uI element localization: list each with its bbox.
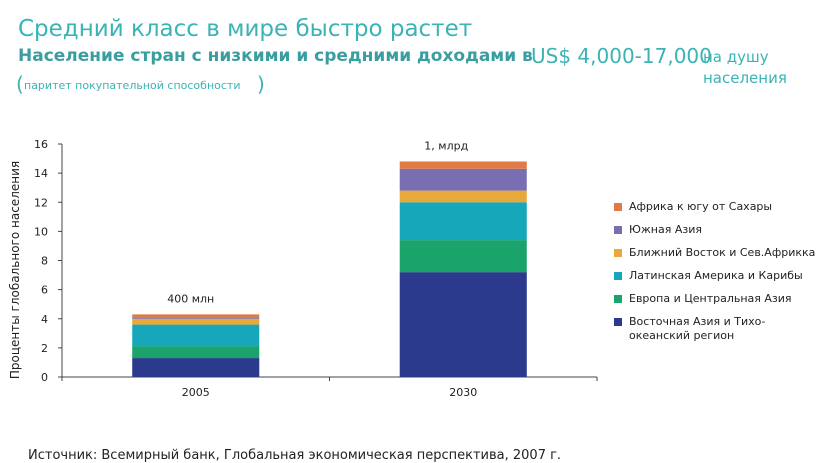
bar-segment [132,346,260,359]
legend: Африка к югу от Сахары Южная Азия Ближний … [614,200,818,352]
legend-item: Европа и Центральная Азия [614,292,818,306]
legend-swatch [614,249,622,257]
legend-swatch [614,318,622,326]
y-tick-label: 10 [34,225,48,238]
y-tick-label: 16 [34,138,48,151]
bar-annotation: 400 млн [167,292,214,305]
legend-swatch [614,295,622,303]
bar-segment [399,190,527,203]
bar-segment [399,161,527,169]
subtitle-per-capita: на душу населения [703,48,787,87]
bar-segment [132,314,260,318]
legend-swatch [614,272,622,280]
paren-open: ( [16,72,24,96]
paren-close: ) [257,72,265,96]
y-tick-label: 2 [41,342,48,355]
x-axis: 2005 2030 [61,376,598,399]
bar-segment [132,317,260,319]
legend-label: Восточная Азия и Тихо-океанский регион [629,315,766,342]
legend-label: Южная Азия [629,223,702,236]
legend-item: Африка к югу от Сахары [614,200,818,214]
y-axis-label: Проценты глобального населения [8,161,22,379]
bar-segment [132,318,260,325]
y-tick-label: 14 [34,167,48,180]
x-tick-label: 2005 [182,386,210,399]
bar-segment [399,168,527,191]
chart-title: Средний класс в мире быстро растет [18,16,473,42]
legend-swatch [614,203,622,211]
source-note: Источник: Всемирный банк, Глобальная эко… [28,448,562,463]
bars [132,161,527,377]
legend-item: Ближний Восток и Сев.Африкка [614,246,818,260]
legend-item: Южная Азия [614,223,818,237]
y-tick-label: 12 [34,196,48,209]
chart-subtitle: Население стран с низкими и средними дох… [18,46,533,66]
bar-segment [399,240,527,273]
y-tick-label: 6 [41,284,48,297]
bar-annotation: 1, млрд [424,139,468,152]
y-tick-label: 4 [41,313,48,326]
bar-segment [132,324,260,347]
annotations: 400 млн 1, млрд [167,139,468,305]
legend-swatch [614,226,622,234]
legend-item: Латинская Америка и Карибы [614,269,818,283]
legend-label: Африка к югу от Сахары [629,200,773,213]
y-axis: 0 2 4 6 8 10 12 14 16 [34,138,63,384]
subtitle-amount: US$ 4,000-17,000 [531,44,712,68]
bar-segment [132,358,260,377]
legend-label: Европа и Центральная Азия [629,292,792,305]
legend-label: Латинская Америка и Карибы [629,269,803,282]
legend-item: Восточная Азия и Тихо-океанский регион [614,315,818,343]
ppp-note: паритет покупательной способности [24,79,241,92]
legend-label: Ближний Восток и Сев.Африкка [629,246,816,259]
y-tick-label: 0 [41,371,48,384]
bar-segment [399,202,527,241]
bar-segment [399,272,527,377]
y-tick-label: 8 [41,255,48,268]
x-tick-label: 2030 [449,386,477,399]
